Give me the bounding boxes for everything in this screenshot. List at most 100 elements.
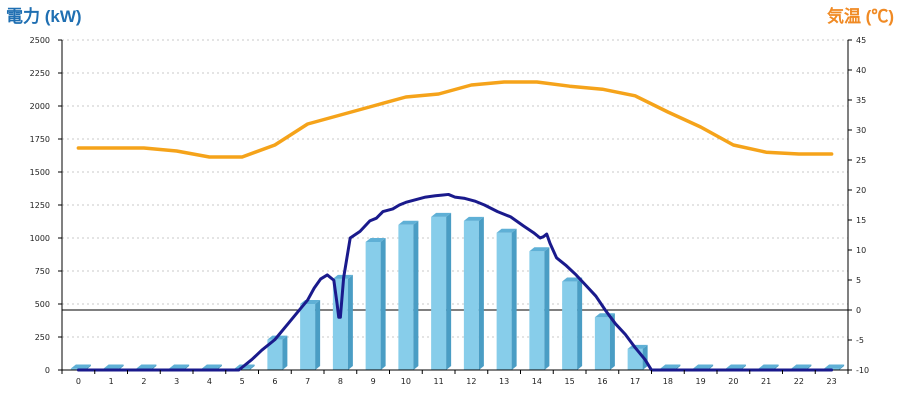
bar-side <box>446 212 452 370</box>
bar-top <box>70 364 91 369</box>
right-tick-label: -5 <box>856 336 864 345</box>
x-axis-ticks: 0 1 2 3 4 5 6 7 8 9 10 11 12 13 14 15 16 17 18 19 20 21 22 23 <box>61 370 849 386</box>
bar-front <box>267 339 283 370</box>
x-tick-label: 0 <box>76 377 81 386</box>
bar-top <box>562 277 583 282</box>
temperature-line-series <box>76 80 834 159</box>
bar-front <box>300 304 316 370</box>
x-tick-label: 5 <box>240 377 245 386</box>
right-tick-label: 30 <box>856 126 866 135</box>
bar-side <box>839 364 845 370</box>
bar-side <box>249 364 255 370</box>
bar-top <box>398 220 419 225</box>
bar <box>529 247 550 370</box>
left-tick-label: 2500 <box>30 36 50 45</box>
bar-top <box>463 216 484 221</box>
x-tick-label: 18 <box>663 377 673 386</box>
bar-front <box>431 216 447 370</box>
x-tick-label: 19 <box>696 377 706 386</box>
bar <box>267 335 288 370</box>
bar-side <box>511 228 517 370</box>
bar-top <box>660 364 681 369</box>
bar-top <box>365 237 386 242</box>
bar-side <box>478 216 484 370</box>
bar <box>431 212 452 370</box>
left-tick-label: 0 <box>45 366 50 375</box>
left-tick-label: 1500 <box>30 168 50 177</box>
left-tick-label: 750 <box>35 267 50 276</box>
x-tick-label: 3 <box>174 377 179 386</box>
x-tick-label: 20 <box>728 377 738 386</box>
bar-front <box>365 241 381 370</box>
right-tick-label: 20 <box>856 186 866 195</box>
bar-front <box>463 220 479 370</box>
x-tick-label: 1 <box>109 377 114 386</box>
bar <box>496 228 517 370</box>
bar-top <box>693 364 714 369</box>
left-tick-label: 250 <box>35 333 50 342</box>
power-line <box>76 192 834 372</box>
bar <box>398 220 419 370</box>
x-tick-label: 11 <box>434 377 444 386</box>
x-tick-label: 4 <box>207 377 212 386</box>
right-tick-label: 25 <box>856 156 866 165</box>
bar-top <box>496 228 517 233</box>
x-tick-label: 9 <box>371 377 376 386</box>
right-tick-label: 5 <box>856 276 861 285</box>
x-tick-label: 10 <box>401 377 411 386</box>
left-axis-label: 電力 (kW) <box>6 6 82 26</box>
left-tick-label: 1750 <box>30 135 50 144</box>
bar-top <box>725 364 746 369</box>
left-tick-label: 500 <box>35 300 50 309</box>
left-tick-label: 2250 <box>30 69 50 78</box>
bar <box>300 300 321 370</box>
bar <box>365 237 386 370</box>
bar-top <box>136 364 157 369</box>
right-tick-label: 10 <box>856 246 866 255</box>
left-axis-ticks: 0 250 500 750 1000 1250 1500 1750 2000 2250 2500 <box>30 36 62 375</box>
x-tick-label: 15 <box>565 377 575 386</box>
x-tick-label: 14 <box>532 377 542 386</box>
bar-side <box>609 313 615 370</box>
bar-series <box>70 212 845 370</box>
x-tick-label: 6 <box>272 377 277 386</box>
x-tick-label: 22 <box>794 377 804 386</box>
bar-top <box>169 364 190 369</box>
bar-top <box>824 364 845 369</box>
bar <box>562 277 583 370</box>
bar-top <box>758 364 779 369</box>
bar-side <box>347 274 353 370</box>
bar-side <box>577 277 583 370</box>
bar <box>594 313 615 370</box>
temperature-line <box>76 80 834 159</box>
right-tick-label: 15 <box>856 216 866 225</box>
bar-side <box>544 247 550 370</box>
x-tick-label: 2 <box>141 377 146 386</box>
bar-top <box>103 364 124 369</box>
right-tick-label: 0 <box>856 306 861 315</box>
right-axis-label: 気温 (℃) <box>826 6 894 26</box>
bar-front <box>594 317 610 370</box>
power-line-series <box>76 192 834 372</box>
bar-side <box>315 300 321 370</box>
x-tick-label: 16 <box>597 377 607 386</box>
bar-side <box>413 220 419 370</box>
x-tick-label: 13 <box>499 377 509 386</box>
right-axis-ticks: -10 -5 0 5 10 15 20 25 30 35 40 45 <box>848 36 869 375</box>
x-tick-label: 17 <box>630 377 640 386</box>
right-tick-label: 40 <box>856 66 866 75</box>
right-tick-label: 35 <box>856 96 866 105</box>
x-tick-label: 8 <box>338 377 343 386</box>
x-tick-label: 12 <box>466 377 476 386</box>
left-tick-label: 2000 <box>30 102 50 111</box>
gridlines <box>62 39 848 338</box>
bar-side <box>380 237 386 370</box>
left-tick-label: 1000 <box>30 234 50 243</box>
bar-top <box>791 364 812 369</box>
right-tick-label: -10 <box>856 366 869 375</box>
x-tick-label: 21 <box>761 377 771 386</box>
bar-front <box>529 251 545 370</box>
bar-front <box>398 224 414 370</box>
bar-top <box>529 247 550 252</box>
